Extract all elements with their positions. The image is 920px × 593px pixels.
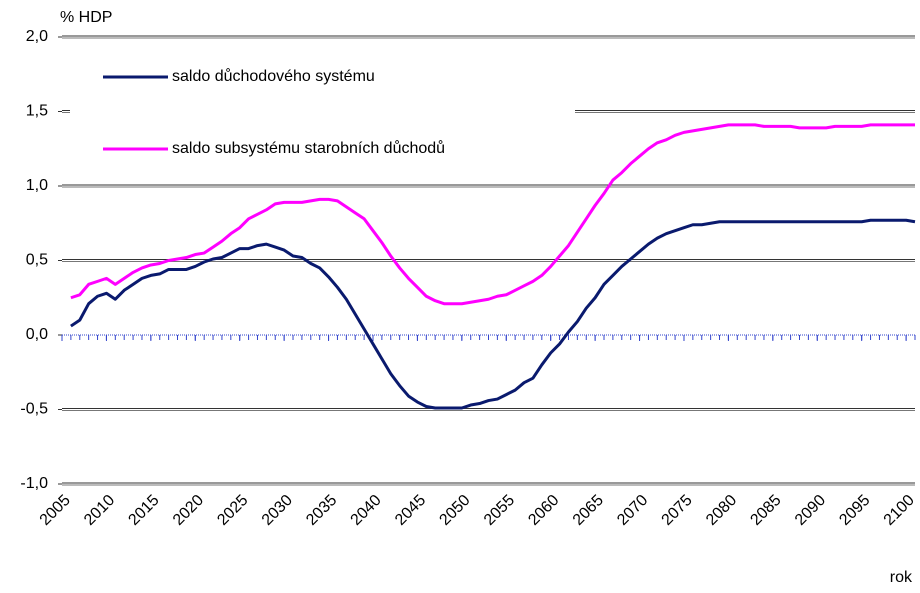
- x-tick-label: 2015: [125, 492, 162, 529]
- x-tick-label: 2005: [37, 492, 74, 529]
- x-tick-label: 2070: [614, 492, 651, 529]
- x-tick-label: 2075: [659, 492, 696, 529]
- series-line: [70, 218, 916, 410]
- x-tick-label: 2030: [259, 492, 296, 529]
- legend-label: saldo důchodového systému: [172, 67, 375, 85]
- y-tick-label: -1,0: [20, 475, 48, 492]
- x-tick-label: 2045: [392, 492, 429, 529]
- x-tick-label: 2010: [81, 492, 118, 529]
- y-tick-label: 0,5: [26, 252, 48, 269]
- x-tick-label: 2090: [792, 492, 829, 529]
- x-tick-label: 2095: [836, 492, 873, 529]
- x-tick-label: 2085: [747, 492, 784, 529]
- x-tick-label: 2055: [481, 492, 518, 529]
- x-tick-label: 2065: [570, 492, 607, 529]
- y-tick-label: 1,0: [26, 177, 48, 194]
- series-line: [70, 123, 915, 306]
- x-tick-label: 2035: [303, 492, 340, 529]
- x-tick-label: 2060: [525, 492, 562, 529]
- x-axis-label: rok: [890, 569, 913, 586]
- x-tick-label: 2025: [214, 492, 251, 529]
- y-tick-label: 0,0: [26, 326, 48, 343]
- legend: saldo důchodového systému saldo subsystém…: [70, 52, 575, 177]
- legend-box: [70, 52, 575, 177]
- legend-label: saldo subsystému starobních důchodů: [172, 139, 445, 157]
- x-tick-label: 2040: [348, 492, 385, 529]
- y-tick-label: 1,5: [26, 103, 48, 120]
- x-tick-label: 2020: [170, 492, 207, 529]
- x-tick-label: 2100: [881, 492, 918, 529]
- x-tick-label: 2080: [703, 492, 740, 529]
- x-tick-label: 2050: [436, 492, 473, 529]
- y-tick-label: 2,0: [26, 28, 48, 45]
- y-tick-label: -0,5: [20, 401, 48, 418]
- y-axis-label: % HDP: [60, 9, 112, 26]
